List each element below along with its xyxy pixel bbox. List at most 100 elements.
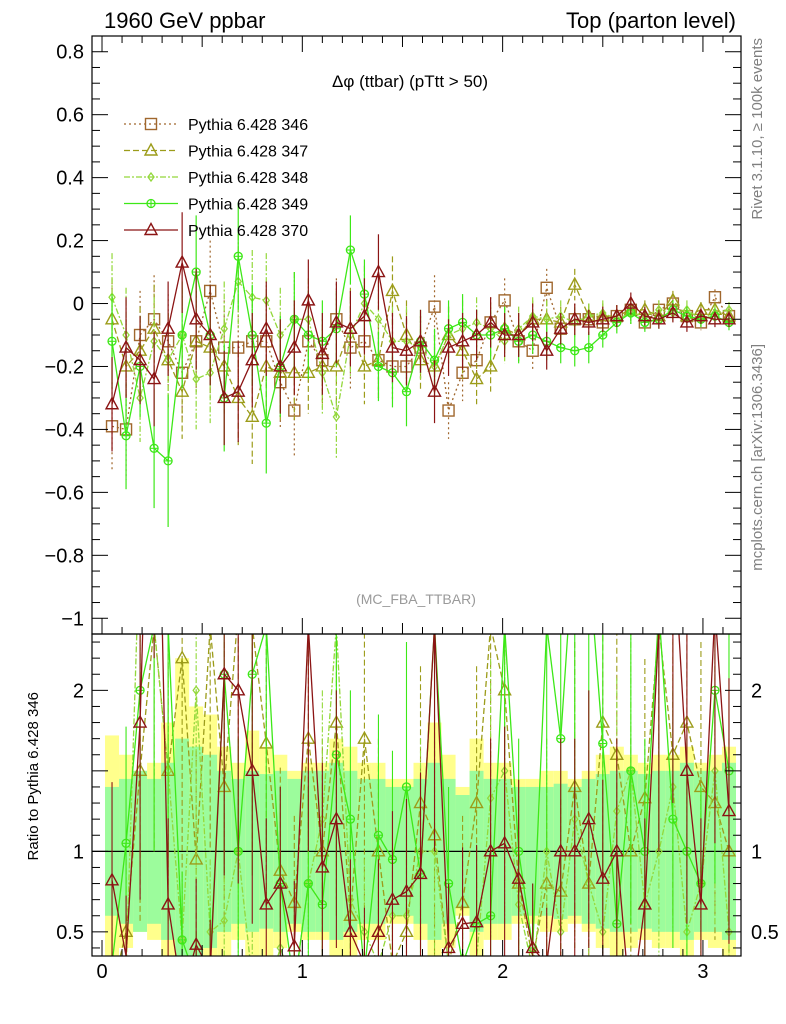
ratio-point xyxy=(231,682,246,696)
data-point xyxy=(345,245,356,255)
ratio-point xyxy=(483,843,498,857)
data-point xyxy=(497,327,512,341)
ratio-point xyxy=(273,875,288,889)
data-point xyxy=(651,311,667,325)
y-tick-label: −0.6 xyxy=(45,482,84,504)
legend-marker xyxy=(144,117,158,131)
y-tick-label: 0.4 xyxy=(56,168,84,190)
legend-item-348: Pythia 6.428 348 xyxy=(124,170,308,187)
x-tick-label: 3 xyxy=(697,961,708,983)
ratio-point xyxy=(188,936,204,950)
data-point xyxy=(245,408,260,423)
ratio-point xyxy=(655,846,663,857)
ratio-point xyxy=(679,762,695,777)
ratio-ylabel: Ratio to Pythia 6.428 346 xyxy=(25,692,42,860)
rivet-label: Rivet 3.1.10, ≥ 100k events xyxy=(749,38,766,220)
data-point xyxy=(595,311,610,325)
data-point xyxy=(598,330,608,340)
data-point xyxy=(231,383,246,397)
data-point xyxy=(693,308,709,322)
ratio-point xyxy=(315,859,330,873)
data-point xyxy=(273,358,288,372)
ratio-point xyxy=(609,843,624,857)
ratio-point xyxy=(469,795,484,809)
data-point xyxy=(217,389,232,404)
ratio-point xyxy=(174,650,190,664)
data-point xyxy=(160,320,176,334)
legend-item-347: Pythia 6.428 347 xyxy=(124,142,308,161)
data-point xyxy=(233,251,243,261)
data-point xyxy=(329,314,344,328)
data-point xyxy=(399,342,414,356)
data-point xyxy=(556,342,566,353)
axes-group: −1 −0.8 −0.6 −0.4 −0.2 0 0.2 0.4 0.6 0.8 0.5 0.5 1 1 2… xyxy=(45,35,779,983)
data-point xyxy=(584,342,594,353)
data-point xyxy=(469,371,484,385)
y-tick-label: −0.2 xyxy=(45,356,84,378)
data-point xyxy=(665,305,681,319)
data-point xyxy=(469,327,484,341)
ratio-point xyxy=(399,883,414,897)
data-point xyxy=(107,336,117,346)
ratio-point xyxy=(220,915,229,926)
data-point xyxy=(441,339,456,353)
legend-label: Pythia 6.428 349 xyxy=(188,197,308,214)
data-point xyxy=(707,311,723,325)
ratio-point xyxy=(217,666,232,680)
ratio-point xyxy=(595,870,610,884)
main-series-group xyxy=(104,202,737,527)
data-point xyxy=(371,264,386,278)
legend-item-370: Pythia 6.428 370 xyxy=(124,222,308,240)
data-point xyxy=(192,373,200,385)
data-point xyxy=(483,314,498,328)
legend-label: Pythia 6.428 347 xyxy=(188,144,308,161)
legend-marker xyxy=(147,171,155,183)
ratio-point xyxy=(598,738,608,749)
legend-label: Pythia 6.428 348 xyxy=(188,170,308,187)
data-point xyxy=(177,330,187,340)
header-right: Top (parton level) xyxy=(566,8,736,33)
data-point xyxy=(385,282,400,297)
data-point xyxy=(261,418,271,428)
ratio-y-tick-label-right: 2 xyxy=(751,680,762,702)
ratio-point xyxy=(413,865,428,880)
data-point xyxy=(315,345,330,360)
ratio-point xyxy=(497,835,512,849)
ratio-point xyxy=(188,851,204,865)
ratio-point xyxy=(567,843,582,857)
ratio-point xyxy=(160,896,176,910)
data-point xyxy=(483,358,498,372)
data-point xyxy=(637,308,653,322)
data-point xyxy=(540,281,553,294)
ratio-point xyxy=(343,923,358,938)
data-point xyxy=(525,314,540,328)
data-point xyxy=(146,371,162,385)
y-tick-label: 0.6 xyxy=(56,105,84,127)
ratio-point xyxy=(121,838,131,848)
data-point xyxy=(498,294,511,307)
data-point xyxy=(442,404,455,417)
data-point xyxy=(174,383,190,397)
data-point xyxy=(609,308,624,322)
ratio-point xyxy=(259,896,274,910)
plot-title: Δφ (ttbar) (pTtt > 50) xyxy=(332,72,488,91)
ratio-point xyxy=(430,846,439,857)
data-point xyxy=(570,346,580,356)
ratio-point xyxy=(132,714,148,728)
ratio-frame xyxy=(91,633,742,957)
watermark: (MC_FBA_TTBAR) xyxy=(356,591,476,607)
data-point xyxy=(413,333,428,347)
ratio-point xyxy=(542,846,551,857)
ratio-point xyxy=(385,891,400,905)
data-point xyxy=(455,333,470,347)
ratio-y-tick-label: 2 xyxy=(73,680,84,702)
data-point xyxy=(539,342,554,356)
ratio-point xyxy=(401,782,412,792)
data-point xyxy=(149,443,159,453)
legend-marker xyxy=(143,222,159,236)
data-point xyxy=(220,323,229,334)
data-point xyxy=(118,339,134,353)
y-tick-label: −1 xyxy=(61,608,84,630)
ratio-y-tick-label-right: 1 xyxy=(751,841,762,863)
data-point xyxy=(567,276,582,290)
